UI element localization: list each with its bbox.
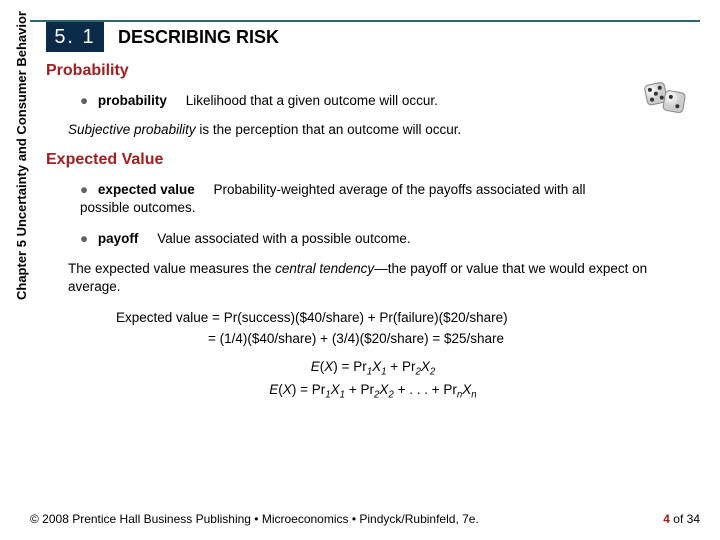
page-current: 4 bbox=[663, 512, 670, 526]
term-expected-value: expected value bbox=[98, 182, 195, 197]
subjective-probability-line: Subjective probability is the perception… bbox=[68, 122, 700, 137]
slide-footer: © 2008 Prentice Hall Business Publishing… bbox=[30, 512, 700, 526]
subjective-body: is the perception that an outcome will o… bbox=[196, 122, 462, 137]
definition-probability: ● probability Likelihood that a given ou… bbox=[80, 92, 700, 110]
section-title: DESCRIBING RISK bbox=[118, 27, 279, 48]
definition-payoff-body: Value associated with a possible outcome… bbox=[157, 231, 410, 246]
page-indicator: 4 of 34 bbox=[663, 512, 700, 526]
bullet-icon: ● bbox=[80, 182, 88, 197]
eq-line-1: Expected value = Pr(success)($40/share) … bbox=[116, 308, 700, 328]
bullet-icon: ● bbox=[80, 93, 88, 108]
definition-probability-body: Likelihood that a given outcome will occ… bbox=[186, 93, 438, 108]
copyright-line: © 2008 Prentice Hall Business Publishing… bbox=[30, 512, 479, 526]
slide-content: Probability ● probability Likelihood tha… bbox=[46, 62, 700, 404]
page-total: of 34 bbox=[670, 512, 700, 526]
term-payoff: payoff bbox=[98, 231, 139, 246]
eq-line-2: = (1/4)($40/share) + (3/4)($20/share) = … bbox=[208, 329, 700, 349]
bullet-icon: ● bbox=[80, 231, 88, 246]
central-tendency-paragraph: The expected value measures the central … bbox=[68, 260, 678, 296]
eq-n-outcomes: E(X) = Pr1X1 + Pr2X2 + . . . + PrnXn bbox=[46, 382, 700, 401]
expected-value-numeric: Expected value = Pr(success)($40/share) … bbox=[116, 308, 700, 349]
definition-payoff: ● payoff Value associated with a possibl… bbox=[80, 230, 700, 248]
heading-probability: Probability bbox=[46, 62, 700, 80]
definition-expected-value: ● expected value Probability-weighted av… bbox=[80, 181, 620, 217]
top-rule bbox=[30, 20, 700, 22]
heading-expected-value: Expected Value bbox=[46, 151, 700, 169]
subjective-term: Subjective probability bbox=[68, 122, 196, 137]
chapter-sidebar-label: Chapter 5 Uncertainty and Consumer Behav… bbox=[14, 11, 29, 300]
term-probability: probability bbox=[98, 93, 167, 108]
eq-two-outcomes: E(X) = Pr1X1 + Pr2X2 bbox=[46, 359, 700, 378]
section-number-badge: 5. 1 bbox=[46, 22, 104, 52]
